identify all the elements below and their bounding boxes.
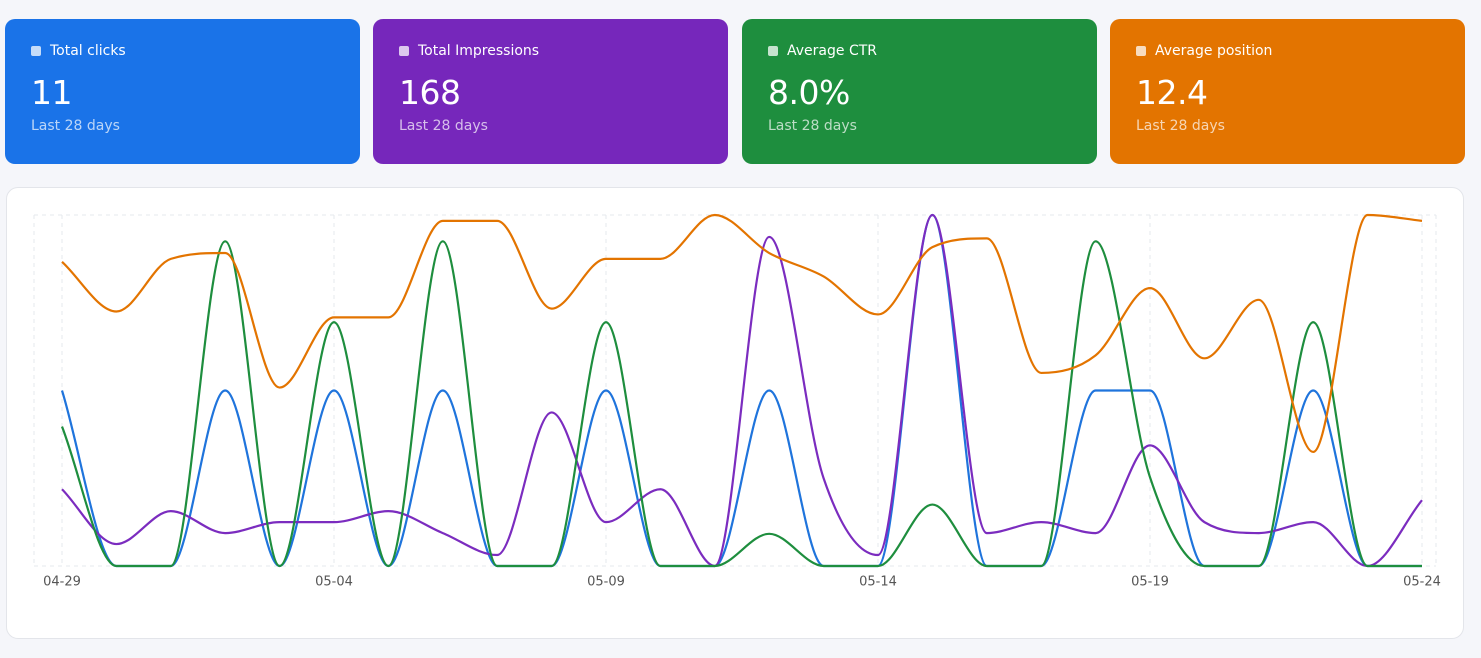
card-value: 8.0%: [768, 73, 850, 112]
card-value: 168: [399, 73, 461, 112]
card-period: Last 28 days: [31, 118, 120, 134]
metric-card[interactable]: Total Impressions 168 Last 28 days: [373, 19, 728, 164]
card-label: Total clicks: [31, 43, 334, 59]
card-value: 11: [31, 73, 73, 112]
metric-card[interactable]: Average position 12.4 Last 28 days: [1110, 19, 1465, 164]
legend-swatch: [1136, 46, 1146, 56]
card-period: Last 28 days: [1136, 118, 1225, 134]
series-line: [61, 213, 1423, 568]
metric-card[interactable]: Total clicks 11 Last 28 days: [5, 19, 360, 164]
x-tick-label: 05-24: [1403, 575, 1441, 590]
card-label: Average position: [1136, 43, 1439, 59]
card-title: Total clicks: [50, 43, 126, 59]
series-line: [61, 213, 1423, 454]
legend-swatch: [768, 46, 778, 56]
card-period: Last 28 days: [399, 118, 488, 134]
card-title: Total Impressions: [418, 43, 540, 59]
card-title: Average CTR: [787, 43, 877, 59]
x-tick-label: 05-09: [587, 575, 625, 590]
chart-panel: [6, 187, 1464, 639]
card-period: Last 28 days: [768, 118, 857, 134]
legend-swatch: [31, 46, 41, 56]
card-title: Average position: [1155, 43, 1273, 59]
x-tick-label: 05-04: [315, 575, 353, 590]
card-value: 12.4: [1136, 73, 1208, 112]
metric-card[interactable]: Average CTR 8.0% Last 28 days: [742, 19, 1097, 164]
card-label: Total Impressions: [399, 43, 702, 59]
legend-swatch: [399, 46, 409, 56]
x-tick-label: 04-29: [43, 575, 81, 590]
x-tick-label: 05-19: [1131, 575, 1169, 590]
series-line: [60, 240, 1422, 568]
card-label: Average CTR: [768, 43, 1071, 59]
x-tick-label: 05-14: [859, 575, 897, 590]
